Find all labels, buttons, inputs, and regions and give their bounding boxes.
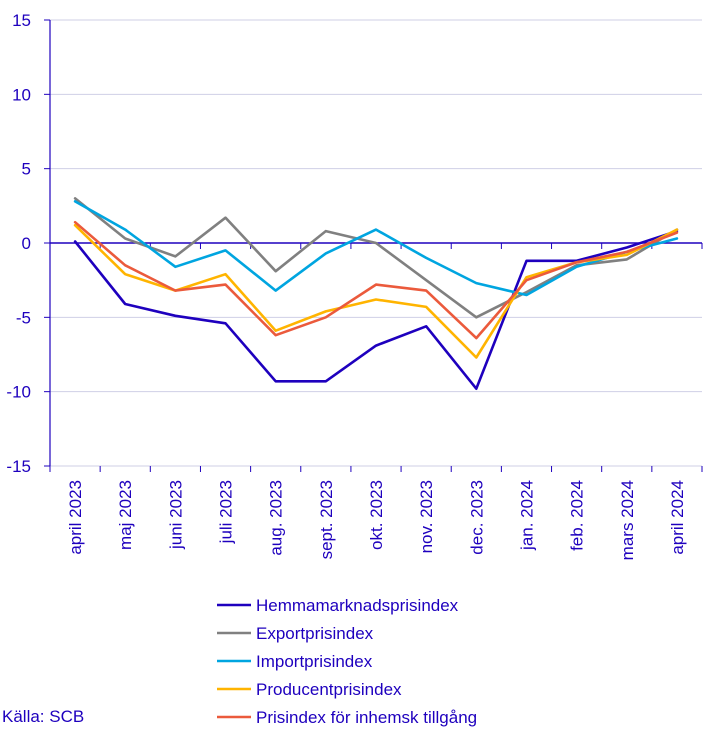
- y-tick-label: -5: [16, 308, 31, 327]
- legend-label: Exportprisindex: [256, 624, 374, 643]
- legend-label: Producentprisindex: [256, 680, 402, 699]
- y-tick-label: -15: [6, 457, 31, 476]
- x-tick-label: april 2024: [668, 480, 687, 555]
- source-note: Källa: SCB: [2, 707, 85, 726]
- y-tick-label: 5: [22, 160, 31, 179]
- gridlines: [50, 19, 702, 467]
- y-tick-label: 0: [22, 234, 31, 253]
- series-lines: [73, 197, 679, 391]
- x-tick-label: juni 2023: [166, 480, 185, 550]
- legend-label: Prisindex för inhemsk tillgång: [256, 708, 477, 727]
- series-line-3: [73, 200, 679, 297]
- y-axis-ticks: -15 -10 -5 0 5 10 15: [6, 11, 50, 476]
- x-tick-label: aug. 2023: [267, 480, 286, 556]
- x-tick-label: mars 2024: [618, 480, 637, 560]
- x-tick-label: april 2023: [66, 480, 85, 555]
- x-tick-label: okt. 2023: [367, 480, 386, 550]
- x-axis-ticks: april 2023 maj 2023 juni 2023 juli 2023 aug.…: [49, 466, 703, 560]
- series-line-5: [73, 220, 679, 340]
- y-tick-label: -10: [6, 383, 31, 402]
- x-tick-label: dec. 2023: [467, 480, 486, 555]
- x-tick-label: jan. 2024: [517, 480, 536, 551]
- legend-label: Importprisindex: [256, 652, 373, 671]
- x-tick-label: maj 2023: [116, 480, 135, 550]
- series-line-4: [73, 223, 679, 359]
- series-line-1: [73, 229, 679, 391]
- y-tick-label: 10: [12, 85, 31, 104]
- y-tick-label: 15: [12, 11, 31, 30]
- x-tick-label: feb. 2024: [568, 480, 587, 551]
- legend-label: Hemmamarknadsprisindex: [256, 596, 459, 615]
- series-line-2: [73, 197, 679, 319]
- legend: Hemmamarknadsprisindex Exportprisindex Imp…: [217, 596, 477, 727]
- x-tick-label: nov. 2023: [417, 480, 436, 553]
- x-tick-label: sept. 2023: [317, 480, 336, 559]
- x-tick-label: juli 2023: [217, 480, 236, 544]
